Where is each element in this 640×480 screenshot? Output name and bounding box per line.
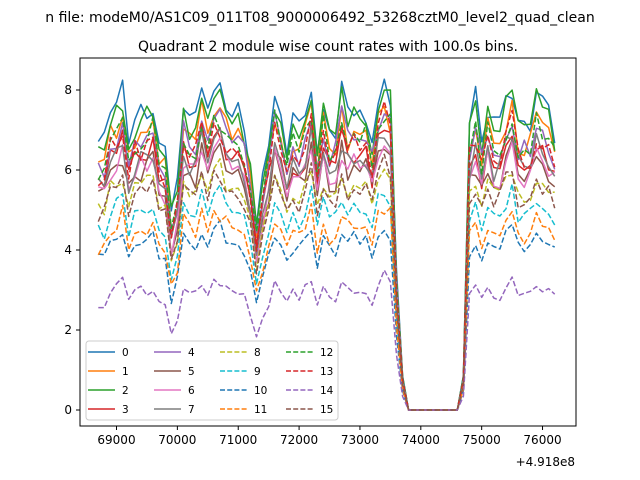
legend-label-4: 4 <box>188 347 195 359</box>
legend-label-9: 9 <box>254 366 261 378</box>
plot-frame <box>79 57 577 427</box>
legend-label-7: 7 <box>188 404 195 416</box>
figure-suptitle: n file: modeM0/AS1C09_011T08_9000006492_… <box>45 10 594 26</box>
legend-label-12: 12 <box>320 347 333 359</box>
x-tick-label: 73000 <box>341 433 379 447</box>
y-tick-label: 0 <box>64 403 72 417</box>
series-layer <box>97 78 556 411</box>
y-tick-label: 2 <box>64 323 72 337</box>
x-tick-label: 71000 <box>219 433 257 447</box>
chart-title: Quadrant 2 module wise count rates with … <box>138 39 518 55</box>
legend-label-8: 8 <box>254 347 261 359</box>
y-axis: 0 2 4 6 8 <box>64 83 80 417</box>
x-offset-label: +4.918e8 <box>516 455 575 469</box>
legend-label-13: 13 <box>320 366 333 378</box>
legend-label-11: 11 <box>254 404 267 416</box>
series-line-13 <box>97 100 556 411</box>
legend-label-3: 3 <box>122 404 129 416</box>
x-tick-label: 69000 <box>97 433 135 447</box>
y-tick-label: 4 <box>64 243 72 257</box>
legend-label-5: 5 <box>188 366 195 378</box>
y-tick-label: 6 <box>64 163 72 177</box>
series-line-15 <box>97 153 556 411</box>
series-line-2 <box>97 86 556 411</box>
series-line-10 <box>98 219 555 411</box>
legend-frame <box>85 340 339 421</box>
legend-label-6: 6 <box>188 385 195 397</box>
legend-label-2: 2 <box>122 385 129 397</box>
series-line-11 <box>97 203 556 411</box>
legend-label-14: 14 <box>320 385 334 397</box>
legend-label-15: 15 <box>320 404 333 416</box>
series-line-9 <box>97 183 556 411</box>
series-line-12 <box>97 109 556 411</box>
x-tick-label: 75000 <box>463 433 501 447</box>
legend-label-10: 10 <box>254 385 267 397</box>
x-tick-label: 74000 <box>402 433 440 447</box>
x-tick-label: 72000 <box>280 433 318 447</box>
legend-label-0: 0 <box>122 347 129 359</box>
x-axis: 69000 70000 71000 72000 73000 74000 75000 76000 <box>97 426 562 447</box>
y-tick-label: 8 <box>64 83 72 97</box>
x-tick-label: 70000 <box>158 433 196 447</box>
x-tick-label: 76000 <box>523 433 561 447</box>
series-line-0 <box>97 78 556 411</box>
legend-label-1: 1 <box>122 366 129 378</box>
series-line-6 <box>98 137 556 411</box>
series-line-14 <box>98 269 556 411</box>
